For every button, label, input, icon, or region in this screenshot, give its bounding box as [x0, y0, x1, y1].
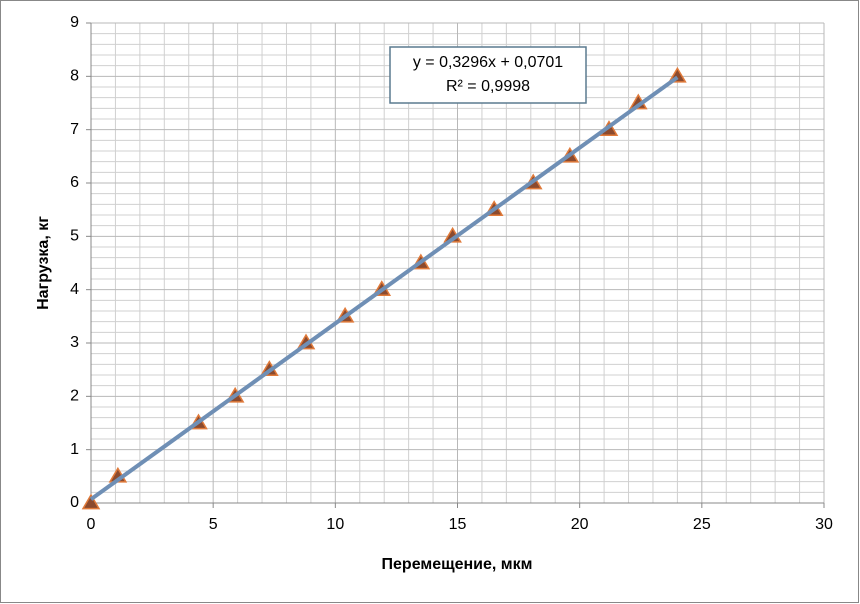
y-tick-label: 7	[70, 121, 79, 138]
equation-box	[389, 46, 587, 104]
x-tick-label: 10	[326, 516, 344, 533]
r-squared: R² = 0,9998	[446, 78, 530, 95]
x-axis-title: Перемещение, мкм	[382, 556, 533, 573]
x-tick-label: 25	[693, 516, 711, 533]
x-tick-label: 15	[449, 516, 467, 533]
marker	[81, 493, 101, 510]
y-tick-label: 5	[70, 228, 79, 245]
y-tick-label: 3	[70, 334, 79, 351]
y-tick-label: 0	[70, 494, 79, 511]
y-tick-label: 9	[70, 14, 79, 31]
x-tick-label: 5	[209, 516, 218, 533]
trend-equation: y = 0,3296x + 0,0701	[413, 54, 563, 71]
y-tick-label: 6	[70, 174, 79, 191]
y-tick-label: 8	[70, 68, 79, 85]
y-tick-label: 4	[70, 281, 79, 298]
grid	[90, 22, 825, 504]
x-tick-label: 0	[87, 516, 96, 533]
y-tick-label: 2	[70, 388, 79, 405]
y-axis-title: Нагрузка, кг	[35, 216, 52, 310]
x-tick-label: 20	[571, 516, 589, 533]
trendline	[89, 75, 679, 501]
x-tick-label: 30	[815, 516, 833, 533]
y-tick-label: 1	[70, 441, 79, 458]
